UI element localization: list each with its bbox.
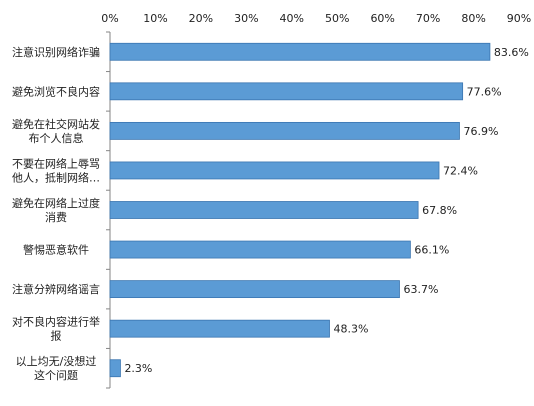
category-label: 避免在网络上过度消费 — [12, 196, 100, 224]
x-tick-label: 70% — [416, 12, 440, 25]
bar — [109, 42, 491, 61]
category-label: 注意分辨网络谣言 — [12, 282, 100, 296]
x-tick-label: 30% — [234, 12, 258, 25]
category-label: 避免在社交网站发布个人信息 — [12, 117, 100, 145]
x-tick-label: 60% — [370, 12, 394, 25]
data-label: 48.3% — [333, 323, 368, 336]
bar — [109, 161, 440, 180]
bars — [109, 42, 491, 378]
data-label: 66.1% — [414, 244, 449, 257]
bar — [109, 201, 419, 219]
data-label: 76.9% — [463, 125, 498, 138]
category-labels: 注意识别网络诈骗避免浏览不良内容避免在社交网站发布个人信息不要在网络上辱骂他人，… — [12, 45, 100, 382]
data-label: 67.8% — [422, 204, 457, 217]
bar — [109, 280, 400, 299]
data-label: 83.6% — [494, 46, 529, 59]
category-label: 对不良内容进行举报 — [12, 315, 100, 343]
data-label: 63.7% — [403, 283, 438, 296]
category-label: 避免浏览不良内容 — [12, 84, 100, 98]
x-axis-ticks: 0% 10% 20% 30% 40% 50% 60% 70% 80% 90% — [101, 12, 531, 25]
x-tick-label: 90% — [507, 12, 531, 25]
x-tick-label: 0% — [101, 12, 118, 25]
bar — [109, 82, 464, 101]
category-label: 警惕恶意软件 — [23, 243, 89, 257]
data-label: 2.3% — [124, 362, 152, 375]
x-tick-label: 40% — [280, 12, 304, 25]
x-tick-label: 80% — [461, 12, 485, 25]
bar — [109, 319, 330, 338]
x-tick-label: 50% — [325, 12, 349, 25]
data-label: 77.6% — [467, 85, 502, 98]
x-tick-label: 20% — [189, 12, 213, 25]
x-tick-label: 10% — [143, 12, 167, 25]
bar — [109, 359, 121, 378]
axes — [106, 31, 111, 389]
bar — [109, 240, 411, 259]
data-labels: 83.6% 77.6% 76.9% 72.4% 67.8% 66.1% 63.7% 48.3%… — [124, 46, 528, 375]
category-label: 不要在网络上辱骂他人，抵制网络… — [12, 156, 100, 184]
category-label: 注意识别网络诈骗 — [12, 45, 100, 59]
bar — [109, 121, 460, 140]
data-label: 72.4% — [443, 164, 478, 177]
category-label: 以上均无/没想过这个问题 — [16, 354, 97, 382]
